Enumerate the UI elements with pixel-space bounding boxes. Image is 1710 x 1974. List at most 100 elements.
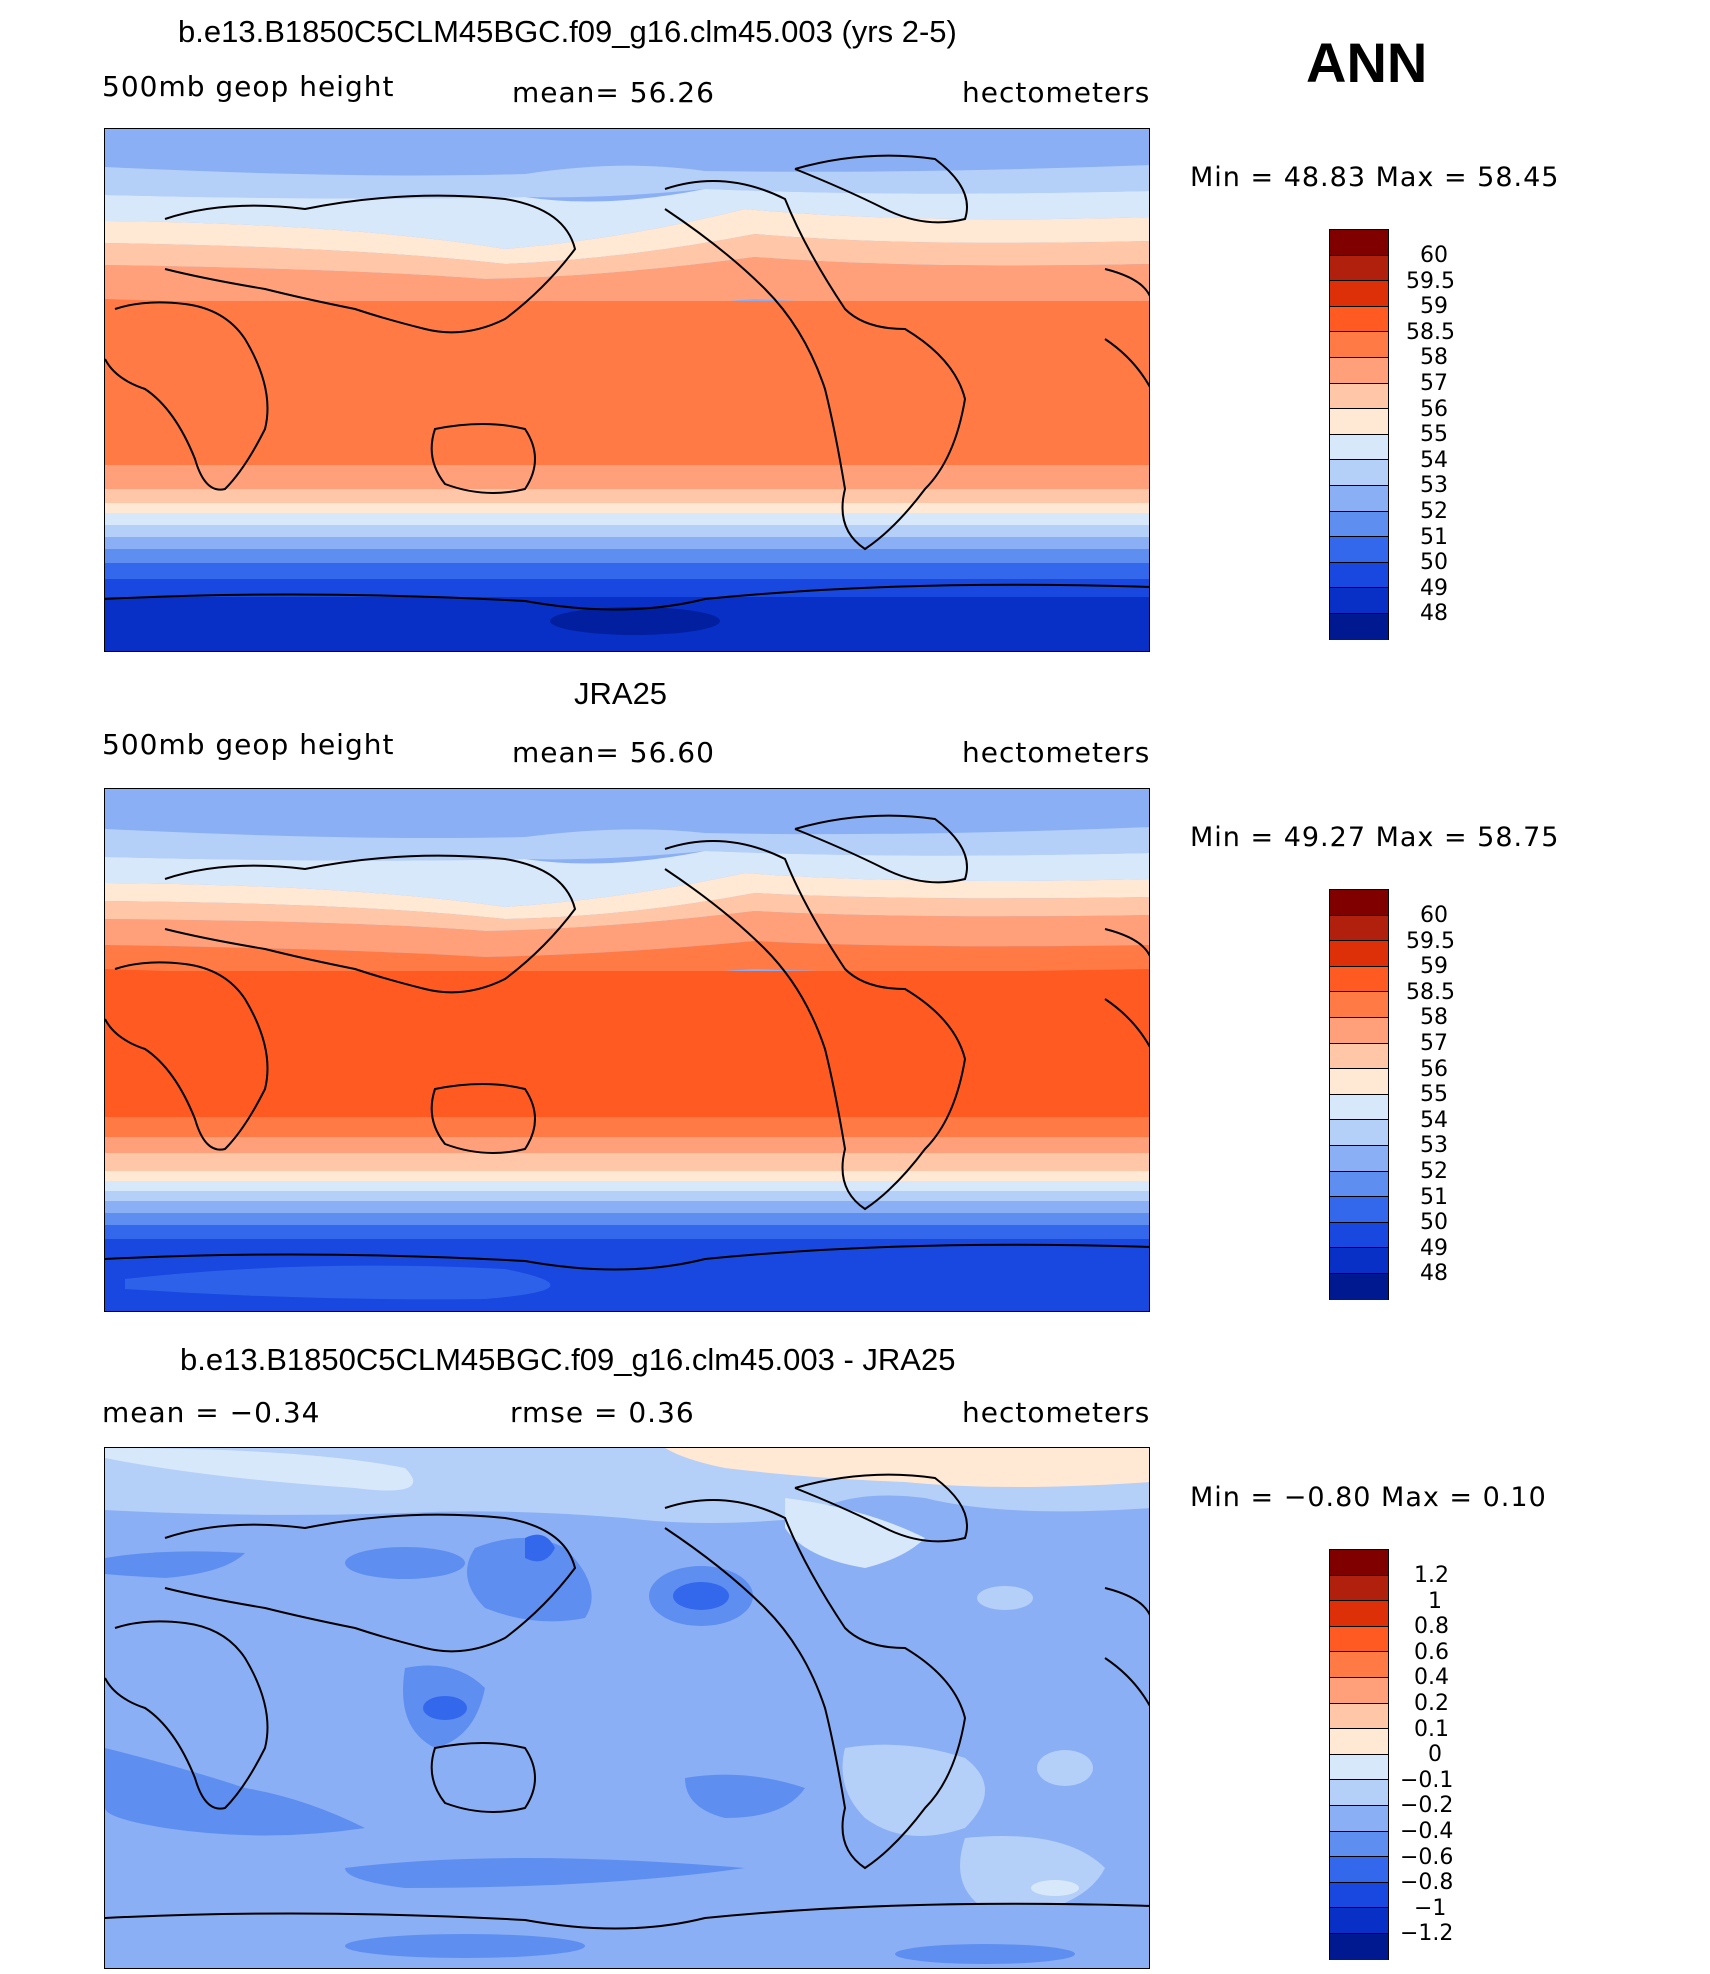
diff-map xyxy=(104,1447,1150,1969)
cbar-tick-label: 51 xyxy=(1420,525,1448,550)
cbar-tick-label: 0.8 xyxy=(1414,1614,1449,1639)
cbar-tick-label: 48 xyxy=(1420,1261,1448,1286)
cbar-swatch xyxy=(1330,1755,1388,1781)
panel-3-title: b.e13.B1850C5CLM45BGC.f09_g16.clm45.003 … xyxy=(180,1342,955,1378)
panel-1-mean: mean= 56.26 xyxy=(512,76,715,109)
cbar-swatch xyxy=(1330,916,1388,942)
cbar-tick-label: 0 xyxy=(1428,1742,1442,1767)
cbar-tick-label: 55 xyxy=(1420,422,1448,447)
cbar-tick-label: 0.2 xyxy=(1414,1691,1449,1716)
cbar-tick-label: 58 xyxy=(1420,345,1448,370)
cbar-swatch xyxy=(1330,1857,1388,1883)
cbar-tick-label: 57 xyxy=(1420,371,1448,396)
cbar-tick-label: −0.8 xyxy=(1400,1870,1453,1895)
cbar-swatch xyxy=(1330,1678,1388,1704)
cbar-swatch xyxy=(1330,1883,1388,1909)
panel-2-title: JRA25 xyxy=(574,676,667,712)
cbar-swatch xyxy=(1330,1120,1388,1146)
cbar-tick-label: 59.5 xyxy=(1406,929,1455,954)
diff-map-field xyxy=(105,1448,1150,1969)
cbar-tick-label: 59.5 xyxy=(1406,269,1455,294)
cbar-swatch xyxy=(1330,1248,1388,1274)
cbar-tick-label: −0.1 xyxy=(1400,1768,1453,1793)
cbar-tick-label: 53 xyxy=(1420,473,1448,498)
season-label: ANN xyxy=(1306,30,1427,95)
panel-2-colorbar xyxy=(1329,889,1389,1300)
cbar-swatch xyxy=(1330,281,1388,307)
panel-1-minmax: Min = 48.83 Max = 58.45 xyxy=(1190,162,1559,193)
cbar-swatch xyxy=(1330,256,1388,282)
cbar-swatch xyxy=(1330,1576,1388,1602)
cbar-tick-label: 53 xyxy=(1420,1133,1448,1158)
cbar-swatch xyxy=(1330,1806,1388,1832)
cbar-swatch xyxy=(1330,1172,1388,1198)
cbar-tick-label: 52 xyxy=(1420,499,1448,524)
cbar-swatch xyxy=(1330,307,1388,333)
panel-1-title: b.e13.B1850C5CLM45BGC.f09_g16.clm45.003 … xyxy=(178,14,957,50)
panel-2-units: hectometers xyxy=(962,736,1150,769)
panel-3-rmse: rmse = 0.36 xyxy=(510,1396,695,1429)
cbar-tick-label: 58.5 xyxy=(1406,320,1455,345)
cbar-swatch xyxy=(1330,1934,1388,1960)
cbar-swatch xyxy=(1330,409,1388,435)
model-map-field xyxy=(105,129,1150,652)
panel-3-units: hectometers xyxy=(962,1396,1150,1429)
cbar-tick-label: 59 xyxy=(1420,294,1448,319)
cbar-tick-label: 49 xyxy=(1420,576,1448,601)
cbar-tick-label: 52 xyxy=(1420,1159,1448,1184)
cbar-swatch xyxy=(1330,1550,1388,1576)
cbar-swatch xyxy=(1330,588,1388,614)
panel-1-variable: 500mb geop height xyxy=(102,70,394,103)
cbar-tick-label: 50 xyxy=(1420,1210,1448,1235)
cbar-tick-label: −0.6 xyxy=(1400,1845,1453,1870)
cbar-swatch xyxy=(1330,460,1388,486)
panel-3-colorbar xyxy=(1329,1549,1389,1960)
cbar-swatch xyxy=(1330,1780,1388,1806)
cbar-tick-label: 49 xyxy=(1420,1236,1448,1261)
cbar-tick-label: 58 xyxy=(1420,1005,1448,1030)
cbar-tick-label: −1.2 xyxy=(1400,1921,1453,1946)
cbar-swatch xyxy=(1330,230,1388,256)
cbar-swatch xyxy=(1330,384,1388,410)
cbar-swatch xyxy=(1330,1044,1388,1070)
cbar-tick-label: 48 xyxy=(1420,601,1448,626)
cbar-swatch xyxy=(1330,1223,1388,1249)
cbar-tick-label: 54 xyxy=(1420,1108,1448,1133)
panel-1-units: hectometers xyxy=(962,76,1150,109)
cbar-swatch xyxy=(1330,563,1388,589)
cbar-swatch xyxy=(1330,1652,1388,1678)
cbar-tick-label: 60 xyxy=(1420,243,1448,268)
cbar-tick-label: 59 xyxy=(1420,954,1448,979)
cbar-tick-label: 50 xyxy=(1420,550,1448,575)
cbar-swatch xyxy=(1330,1018,1388,1044)
cbar-tick-label: 51 xyxy=(1420,1185,1448,1210)
cbar-swatch xyxy=(1330,614,1388,640)
model-map xyxy=(104,128,1150,652)
cbar-swatch xyxy=(1330,967,1388,993)
cbar-swatch xyxy=(1330,1627,1388,1653)
cbar-swatch xyxy=(1330,1095,1388,1121)
cbar-tick-label: −1 xyxy=(1414,1896,1446,1921)
cbar-swatch xyxy=(1330,537,1388,563)
panel-2-mean: mean= 56.60 xyxy=(512,736,715,769)
cbar-swatch xyxy=(1330,890,1388,916)
cbar-swatch xyxy=(1330,1601,1388,1627)
cbar-tick-label: 0.4 xyxy=(1414,1665,1449,1690)
cbar-tick-label: 1.2 xyxy=(1414,1563,1449,1588)
cbar-tick-label: 55 xyxy=(1420,1082,1448,1107)
cbar-tick-label: 56 xyxy=(1420,397,1448,422)
obs-map-field xyxy=(105,789,1150,1312)
cbar-tick-label: 54 xyxy=(1420,448,1448,473)
cbar-tick-label: 56 xyxy=(1420,1057,1448,1082)
cbar-swatch xyxy=(1330,1832,1388,1858)
panel-2-variable: 500mb geop height xyxy=(102,728,394,761)
cbar-swatch xyxy=(1330,512,1388,538)
cbar-tick-label: 0.6 xyxy=(1414,1640,1449,1665)
cbar-swatch xyxy=(1330,941,1388,967)
cbar-swatch xyxy=(1330,1069,1388,1095)
obs-map xyxy=(104,788,1150,1312)
cbar-swatch xyxy=(1330,1704,1388,1730)
cbar-swatch xyxy=(1330,332,1388,358)
cbar-swatch xyxy=(1330,1908,1388,1934)
cbar-swatch xyxy=(1330,1729,1388,1755)
